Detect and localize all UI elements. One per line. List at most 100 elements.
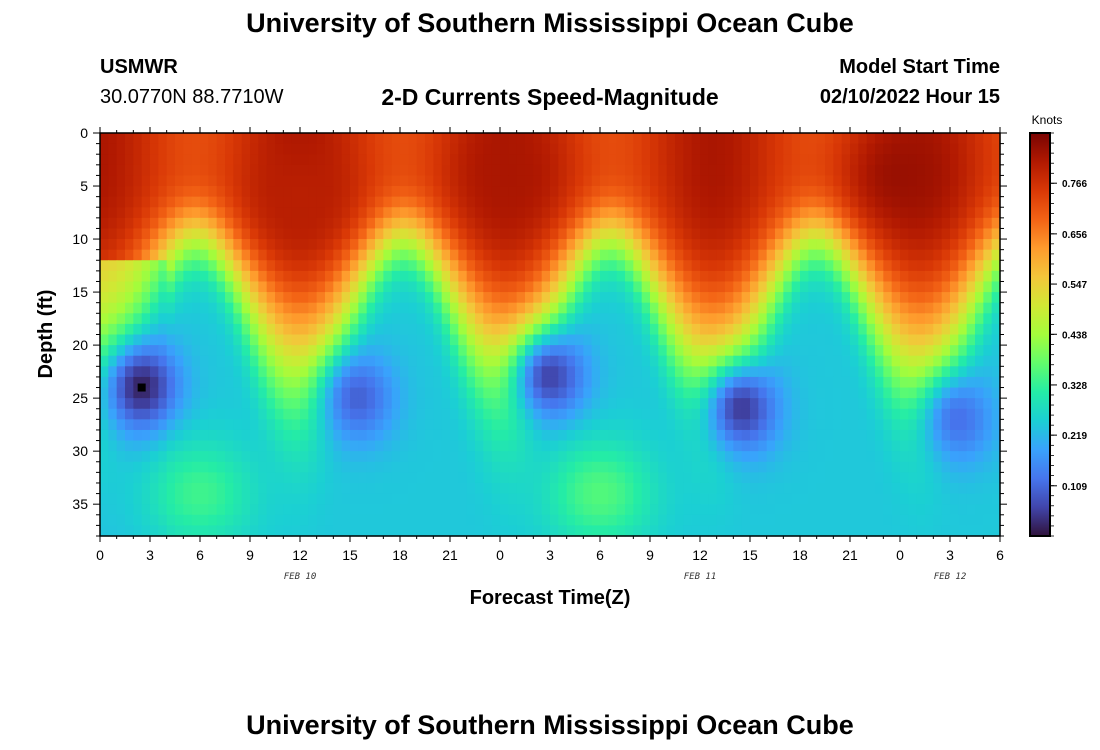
heatmap-cell [866,260,876,272]
heatmap-cell [625,345,634,357]
heatmap-cell [450,270,459,283]
heatmap-cell [925,482,934,495]
heatmap-cell [633,334,643,346]
heatmap-cell [441,376,451,389]
heatmap-cell [800,493,809,505]
heatmap-cell [975,514,984,526]
heatmap-cell [100,355,109,367]
heatmap-cell [183,281,193,293]
heatmap-cell [175,376,184,389]
heatmap-cell [366,260,376,272]
heatmap-cell [391,440,401,452]
heatmap-cell [466,281,476,293]
heatmap-cell [708,186,718,198]
heatmap-cell [358,270,368,283]
heatmap-cell [125,440,134,452]
heatmap-cell [550,292,559,304]
heatmap-cell [391,186,401,198]
heatmap-cell [191,366,201,378]
heatmap-cell [341,429,351,442]
heatmap-cell [800,482,809,495]
heatmap-cell [808,451,818,463]
heatmap-cell [500,313,509,325]
heatmap-cell [666,143,676,155]
heatmap-cell [125,281,134,293]
heatmap-cell [316,217,326,230]
heatmap-cell [225,228,234,240]
heatmap-cell [758,387,768,399]
heatmap-cell [666,186,676,198]
heatmap-cell [483,239,493,251]
heatmap-cell [550,164,559,177]
heatmap-cell [808,472,818,484]
heatmap-cell [341,270,351,283]
heatmap-cell [900,143,909,155]
heatmap-cell [150,175,159,187]
heatmap-cell [191,143,201,155]
heatmap-cell [625,376,634,389]
heatmap-cell [241,525,251,537]
heatmap-cell [775,217,784,230]
heatmap-cell [458,493,468,505]
heatmap-cell [683,323,693,336]
heatmap-cell [400,270,409,283]
heatmap-cell [133,472,143,484]
heatmap-cell [891,429,901,442]
heatmap-cell [166,504,176,516]
heatmap-cell [791,398,801,410]
heatmap-cell [850,525,859,537]
heatmap-cell [750,366,759,378]
heatmap-cell [733,398,743,410]
heatmap-cell [425,440,434,452]
heatmap-cell [825,313,834,325]
heatmap-cell [150,398,159,410]
heatmap-cell [116,164,126,177]
heatmap-cell [283,164,293,177]
heatmap-cell [108,387,118,399]
heatmap-cell [275,313,284,325]
heatmap-cell [375,504,384,516]
heatmap-cell [583,472,593,484]
heatmap-cell [766,175,776,187]
heatmap-cell [650,419,659,431]
heatmap-cell [525,186,534,198]
heatmap-cell [766,186,776,198]
heatmap-cell [883,239,893,251]
heatmap-cell [425,461,434,473]
heatmap-cell [116,525,126,537]
heatmap-cell [766,154,776,166]
x-tick-label: 0 [96,547,104,563]
heatmap-cell [108,451,118,463]
heatmap-cell [225,472,234,484]
heatmap-cell [241,451,251,463]
heatmap-cell [350,355,359,367]
heatmap-cell [491,482,501,495]
heatmap-cell [883,302,893,314]
heatmap-cell [750,249,759,261]
heatmap-cell [808,281,818,293]
heatmap-cell [808,525,818,537]
heatmap-cell [650,504,659,516]
heatmap-cell [516,419,526,431]
heatmap-cell [366,239,376,251]
heatmap-cell [283,461,293,473]
heatmap-cell [100,451,109,463]
heatmap-cell [966,525,976,537]
heatmap-cell [708,504,718,516]
heatmap-cell [150,249,159,261]
heatmap-cell [966,355,976,367]
heatmap-cell [333,440,343,452]
heatmap-cell [750,376,759,389]
heatmap-cell [975,323,984,336]
heatmap-cell [550,313,559,325]
heatmap-cell [975,472,984,484]
heatmap-cell [200,186,209,198]
heatmap-cell [125,482,134,495]
heatmap-cell [558,461,568,473]
heatmap-cell [533,429,543,442]
heatmap-cell [433,408,443,420]
heatmap-cell [491,525,501,537]
heatmap-cell [716,504,726,516]
heatmap-cell [475,175,484,187]
heatmap-cell [341,514,351,526]
